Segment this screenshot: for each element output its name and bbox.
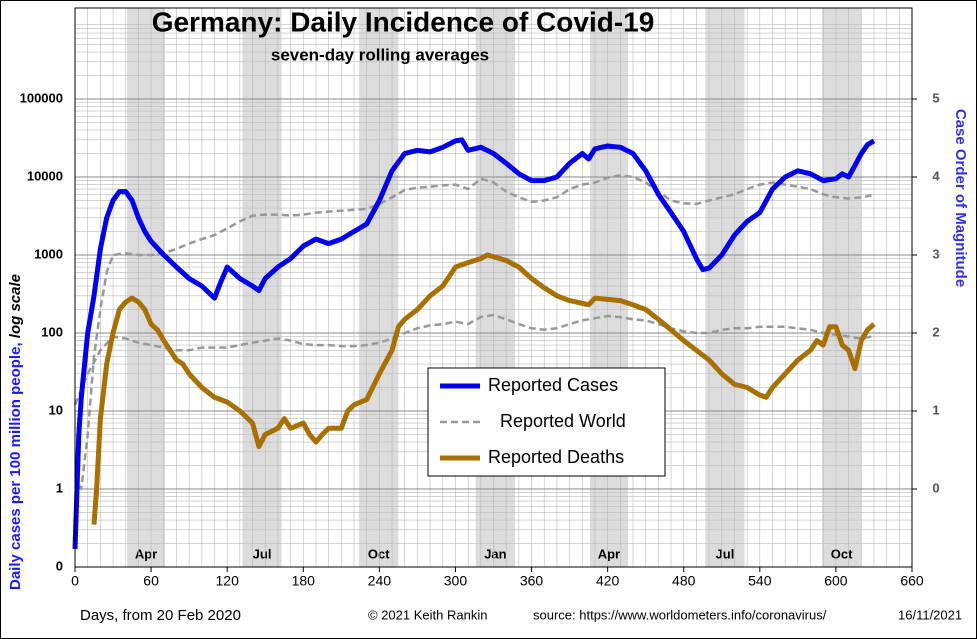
legend-label: Reported Deaths: [488, 447, 624, 467]
x-tick-label: 240: [368, 573, 392, 589]
x-tick-label: 180: [292, 573, 316, 589]
y2-tick-label: 4: [932, 168, 940, 183]
y2-axis-label: Case Order of Magnitude: [952, 109, 969, 287]
y-axis-label-main: Daily cases per 100 million people,: [7, 342, 24, 590]
month-label: Oct: [831, 546, 853, 561]
x-tick-label: 600: [824, 573, 848, 589]
x-tick-label: 120: [216, 573, 240, 589]
x-tick-label: 60: [143, 573, 159, 589]
month-label: Jul: [253, 546, 272, 561]
y-axis-label: Daily cases per 100 million people, log …: [7, 274, 24, 590]
chart-subtitle: seven-day rolling averages: [271, 45, 489, 64]
series-line: [73, 174, 872, 491]
y2-tick-label: 0: [932, 480, 939, 495]
legend-label: Reported World: [500, 411, 626, 431]
chart-title: Germany: Daily Incidence of Covid-19: [152, 6, 655, 37]
y-tick-label: 1000: [34, 246, 63, 261]
plot-frame: [74, 7, 913, 568]
month-band: [821, 8, 862, 567]
y-tick-label: 0: [56, 558, 63, 573]
month-label: Jul: [716, 546, 735, 561]
series-line: [72, 137, 876, 550]
plot-background: Apr Jul Oct Jan Apr Jul Oct: [126, 8, 862, 567]
month-label: Jan: [484, 546, 506, 561]
month-label: Apr: [598, 546, 620, 561]
x-tick-label: 0: [71, 573, 79, 589]
month-band: [589, 8, 628, 567]
date: 16/11/2021: [898, 607, 962, 622]
month-band: [126, 8, 166, 567]
x-tick-label: 420: [596, 573, 620, 589]
y-tick-label: 100000: [20, 90, 63, 105]
x-tick-label: 660: [900, 573, 924, 589]
y-tick-label: 100: [41, 324, 63, 339]
legend-label: Reported Cases: [488, 375, 618, 395]
y-axis-label-note: log scale: [7, 274, 24, 338]
series-line: [91, 252, 876, 525]
month-band: [359, 8, 399, 567]
month-band: [705, 8, 745, 567]
x-tick-label: 300: [444, 573, 468, 589]
month-band: [475, 8, 516, 567]
credit: © 2021 Keith Rankin: [368, 607, 487, 622]
y-tick-label: 1: [56, 480, 63, 495]
x-tick-label: 480: [672, 573, 696, 589]
y2-tick-label: 1: [932, 402, 939, 417]
y-tick-label: 10: [49, 402, 63, 417]
y2-tick-label: 3: [932, 246, 939, 261]
y2-tick-label: 5: [932, 90, 939, 105]
x-axis-label: Days, from 20 Feb 2020: [80, 607, 241, 624]
x-tick-label: 540: [748, 573, 772, 589]
y-tick-label: 10000: [27, 168, 63, 183]
legend: Reported Cases Reported World Reported Dea…: [427, 367, 666, 477]
source: source: https://www.worldometers.info/co…: [533, 607, 827, 622]
data-lines: [72, 137, 876, 550]
x-tick-label: 360: [520, 573, 544, 589]
month-label: Apr: [135, 546, 157, 561]
y2-tick-label: 2: [932, 324, 939, 339]
